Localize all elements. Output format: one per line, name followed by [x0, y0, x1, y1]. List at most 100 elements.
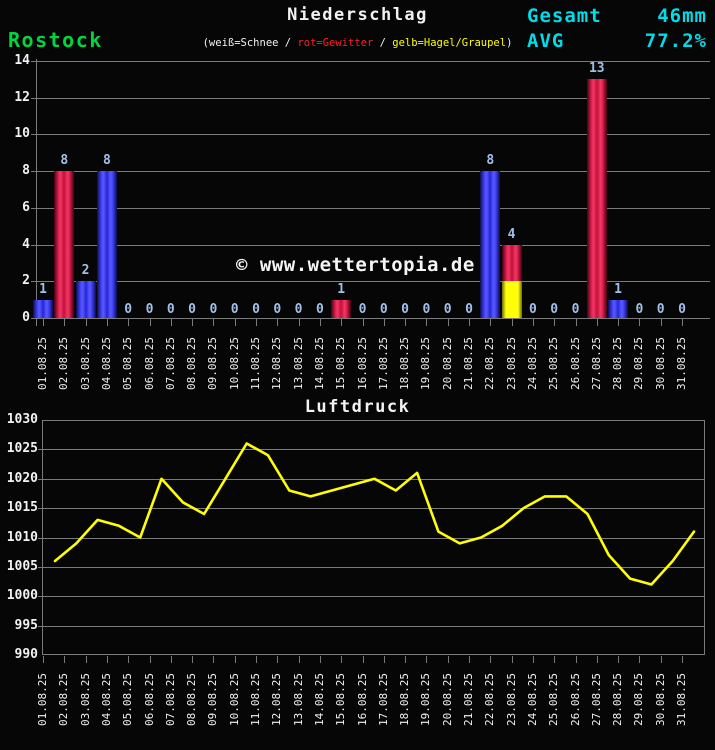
precip-x-tick — [660, 319, 662, 326]
precip-x-tick — [618, 319, 620, 326]
pressure-x-tick — [106, 656, 108, 663]
pressure-x-tick — [639, 656, 641, 663]
pressure-x-label: 25.08.25 — [547, 673, 561, 726]
precip-x-label: 23.08.25 — [504, 337, 518, 390]
pressure-x-tick — [447, 656, 449, 663]
legend-part-thunderstorm: rot=Gewitter — [297, 37, 374, 49]
precip-x-tick — [469, 319, 470, 326]
precip-x-label: 20.08.25 — [440, 337, 454, 390]
precip-bar-segment-rain — [608, 299, 629, 318]
precip-value-label: 0 — [315, 302, 324, 317]
pressure-x-tick — [149, 656, 151, 663]
pressure-x-label: 07.08.25 — [163, 673, 177, 726]
precip-value-label: 1 — [614, 281, 622, 297]
precip-bar-segment-thunderstorm — [54, 171, 75, 318]
precip-x-label: 15.08.25 — [334, 337, 348, 390]
pressure-x-label: 21.08.25 — [462, 673, 475, 726]
pressure-x-tick — [405, 656, 407, 663]
precip-value-label: 0 — [656, 302, 665, 317]
pressure-y-tick-label: 1020 — [6, 470, 38, 486]
precip-x-label: 12.08.25 — [270, 337, 284, 390]
pressure-x-label: 23.08.25 — [504, 673, 518, 726]
precip-x-label: 29.08.25 — [632, 337, 646, 390]
precip-gridline — [31, 61, 710, 62]
page-title: Niederschlag — [287, 5, 428, 25]
pressure-x-label: 17.08.25 — [376, 673, 390, 726]
precip-x-tick — [447, 319, 449, 326]
pressure-y-tick-label: 1015 — [6, 500, 38, 516]
precip-x-tick — [490, 319, 492, 326]
pressure-x-tick — [64, 656, 66, 663]
pressure-x-label: 19.08.25 — [419, 673, 433, 726]
precip-x-label: 26.08.25 — [568, 337, 582, 390]
precip-x-label: 04.08.25 — [99, 337, 113, 390]
precip-bar-segment-rain — [480, 171, 501, 318]
precip-x-label: 27.08.25 — [589, 337, 603, 390]
pressure-x-label: 16.08.25 — [355, 673, 369, 726]
precip-bar-segment-thunderstorm — [331, 299, 352, 318]
pressure-x-label: 22.08.25 — [483, 673, 497, 726]
precip-bar-segment-hail — [501, 281, 522, 318]
precip-value-label: 8 — [102, 153, 111, 169]
precip-x-tick — [106, 319, 108, 326]
pressure-x-tick — [341, 656, 343, 663]
precip-x-tick — [213, 319, 215, 326]
precip-x-label: 19.08.25 — [419, 337, 433, 390]
precip-value-label: 0 — [230, 302, 239, 317]
total-value: 46mm — [657, 5, 707, 27]
pressure-x-tick — [85, 656, 87, 663]
precip-x-label: 05.08.25 — [121, 337, 135, 390]
pressure-x-label: 08.08.25 — [185, 673, 199, 726]
precip-bar-segment-rain — [96, 171, 117, 318]
precip-value-label: 0 — [252, 302, 260, 317]
precip-bar-segment-thunderstorm — [501, 244, 522, 282]
precip-x-label: 08.08.25 — [185, 337, 199, 390]
precip-y-tick-label: 2 — [22, 273, 30, 289]
pressure-chart-title: Luftdruck — [304, 397, 411, 417]
pressure-x-tick — [192, 656, 194, 663]
precip-value-label: 0 — [294, 302, 303, 317]
precip-value-label: 0 — [550, 302, 559, 317]
pressure-x-tick — [426, 656, 428, 663]
precip-gridline — [31, 281, 710, 283]
precip-x-tick — [383, 319, 385, 326]
precip-y-tick-label: 0 — [22, 310, 30, 325]
pressure-gridline — [38, 596, 705, 598]
pressure-x-label: 04.08.25 — [99, 673, 113, 726]
precip-x-label: 25.08.25 — [547, 337, 561, 390]
precip-value-label: 0 — [401, 302, 409, 317]
pressure-x-tick — [532, 656, 534, 663]
pressure-x-tick — [213, 656, 215, 663]
station-name: Rostock — [8, 28, 103, 52]
precip-x-label: 07.08.25 — [163, 337, 177, 390]
pressure-x-label: 31.08.25 — [675, 673, 688, 726]
precip-x-label: 14.08.25 — [312, 337, 326, 390]
precip-x-label: 01.08.25 — [36, 337, 49, 390]
precip-value-label: 13 — [588, 61, 605, 77]
pressure-y-tick-label: 995 — [14, 617, 38, 633]
precip-x-label: 17.08.25 — [376, 337, 390, 390]
pressure-x-label: 11.08.25 — [249, 673, 262, 726]
pressure-x-label: 27.08.25 — [589, 673, 603, 726]
precip-x-axis-line — [31, 318, 710, 319]
precip-value-label: 0 — [124, 302, 133, 317]
pressure-x-label: 10.08.25 — [227, 673, 241, 726]
legend-close-paren: ) — [506, 37, 513, 49]
precip-x-tick — [85, 319, 87, 326]
pressure-x-tick — [277, 656, 279, 663]
precip-gridline — [31, 207, 710, 209]
precip-x-tick — [256, 319, 257, 326]
precip-x-label: 30.08.25 — [653, 337, 667, 390]
pressure-x-label: 05.08.25 — [121, 673, 135, 726]
precip-value-label: 0 — [166, 302, 175, 317]
precip-x-label: 18.08.25 — [398, 337, 412, 390]
precip-x-tick — [149, 319, 151, 326]
precip-x-label: 06.08.25 — [142, 337, 156, 390]
precip-y-tick-label: 8 — [22, 163, 30, 179]
pressure-y-tick-label: 990 — [14, 647, 38, 662]
pressure-x-tick — [596, 656, 598, 663]
pressure-x-label: 30.08.25 — [653, 673, 667, 726]
pressure-y-tick-label: 1030 — [6, 412, 38, 427]
precip-x-label: 31.08.25 — [675, 337, 688, 390]
